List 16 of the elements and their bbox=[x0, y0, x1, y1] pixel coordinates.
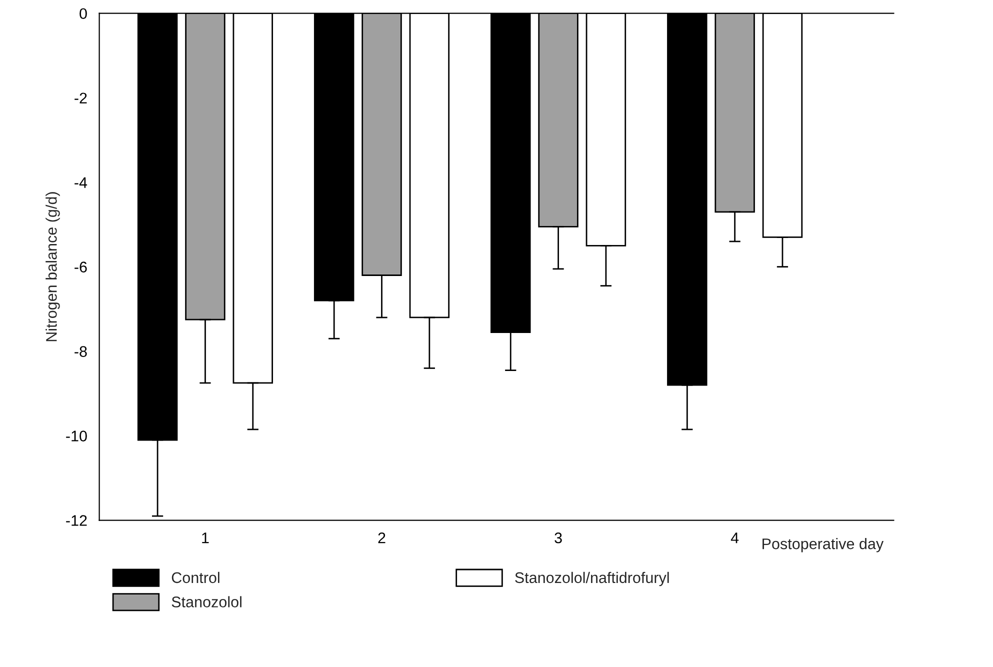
legend-label: Stanozolol bbox=[172, 596, 242, 608]
legend-label: Control bbox=[172, 572, 220, 584]
y-tick-label: -6 bbox=[74, 262, 87, 272]
x-axis-title: Postoperative day bbox=[762, 538, 884, 552]
x-tick-label: 1 bbox=[202, 532, 209, 544]
y-tick-label: 0 bbox=[80, 8, 87, 20]
y-axis-title: Nitrogen balance (g/d) bbox=[46, 192, 60, 342]
y-tick-label: -12 bbox=[66, 515, 87, 526]
y-tick-label: -4 bbox=[74, 177, 88, 188]
x-tick-label: 2 bbox=[378, 532, 386, 544]
x-tick-label: 3 bbox=[554, 532, 562, 544]
y-tick-label: -2 bbox=[74, 92, 87, 104]
y-tick-label: -10 bbox=[66, 430, 87, 442]
y-tick-label: -8 bbox=[74, 346, 87, 357]
x-tick-label: 4 bbox=[730, 532, 739, 544]
legend-label: Stanozolol/naftidrofuryl bbox=[515, 572, 669, 586]
